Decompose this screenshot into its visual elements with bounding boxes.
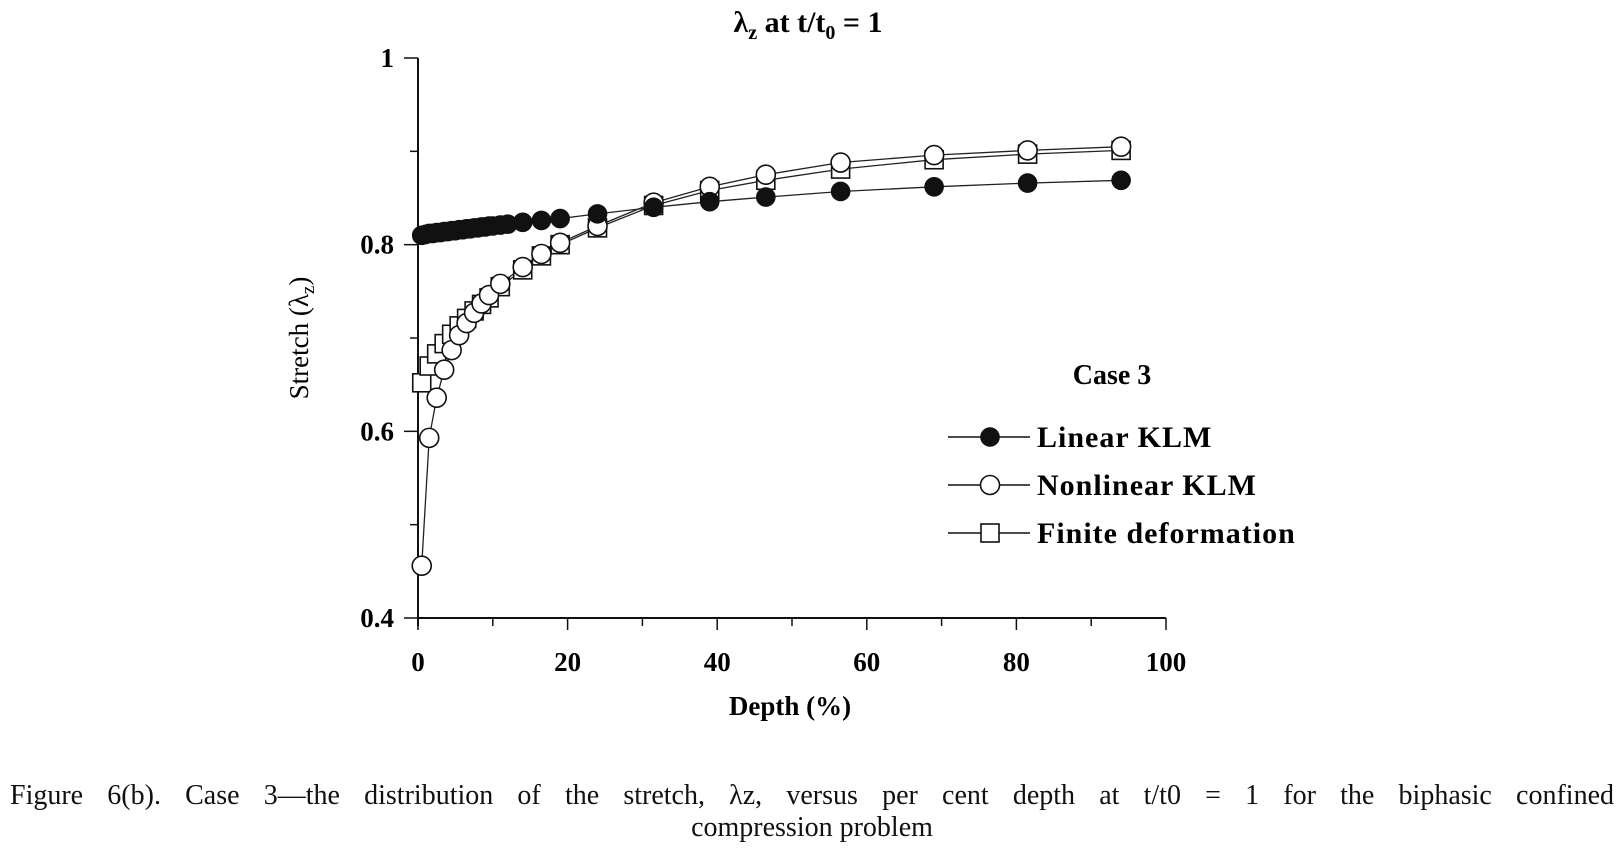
x-tick-label: 0: [411, 647, 425, 677]
series-line-nonlinear-klm: [421, 146, 1122, 566]
data-point-linear-klm: [924, 177, 944, 197]
data-point-finite-deformation: [411, 372, 432, 393]
data-point-linear-klm: [830, 181, 851, 202]
data-point-nonlinear-klm: [411, 555, 433, 577]
data-point-nonlinear-klm: [418, 427, 440, 449]
legend: Case 3 Linear KLM Nonlinear KLM Finite def…: [948, 360, 1296, 550]
data-point-linear-klm: [643, 197, 664, 218]
series-lines: [421, 146, 1122, 566]
legend-title: Case 3: [1073, 360, 1152, 391]
data-point-nonlinear-klm: [531, 243, 552, 265]
x-tick-label: 60: [853, 647, 880, 677]
data-point-nonlinear-klm: [923, 144, 945, 166]
legend-label-nonlinear-klm: Nonlinear KLM: [1037, 469, 1257, 502]
figure-caption: Figure 6(b). Case 3—the distribution of …: [0, 780, 1624, 844]
caption-line-2: compression problem: [691, 812, 933, 843]
x-ticks: 0 20 40 60 80 100: [411, 618, 1186, 677]
y-tick-label: 1: [381, 43, 395, 73]
data-point-nonlinear-klm: [830, 152, 851, 173]
legend-marker-finite-deformation: [980, 523, 1000, 543]
y-tick-label: 0.8: [360, 230, 394, 260]
x-tick-label: 80: [1003, 647, 1030, 677]
svg-text:λz at t/t0 = 1: λz at t/t0 = 1: [733, 6, 882, 44]
data-point-linear-klm: [699, 191, 720, 212]
y-tick-label: 0.4: [360, 603, 394, 633]
legend-label-linear-klm: Linear KLM: [1037, 421, 1212, 454]
data-point-nonlinear-klm: [1017, 140, 1038, 161]
chart: λz at t/t0 = 1 0 20 40 60 80 100 0.4 0.6 0.8 1 D…: [284, 6, 1296, 721]
data-point-nonlinear-klm: [1110, 136, 1132, 157]
data-point-nonlinear-klm: [433, 359, 455, 381]
data-point-linear-klm: [512, 212, 533, 233]
x-tick-label: 40: [704, 647, 731, 677]
data-point-nonlinear-klm: [489, 273, 511, 295]
data-point-linear-klm: [587, 204, 608, 224]
chart-title: λz at t/t0 = 1: [733, 6, 882, 44]
legend-marker-linear-klm: [980, 427, 1000, 447]
svg-text:Stretch (λz): Stretch (λz): [284, 277, 319, 400]
data-point-nonlinear-klm: [512, 256, 534, 278]
data-point-linear-klm: [1017, 173, 1038, 193]
x-tick-label: 20: [554, 647, 581, 677]
data-point-linear-klm: [531, 210, 552, 231]
caption-line-1: Figure 6(b). Case 3—the distribution of …: [10, 780, 1614, 811]
y-ticks: 0.4 0.6 0.8 1: [360, 43, 418, 633]
legend-marker-nonlinear-klm: [979, 474, 1001, 496]
x-tick-label: 100: [1146, 647, 1187, 677]
legend-label-finite-deformation: Finite deformation: [1037, 517, 1296, 550]
data-point-nonlinear-klm: [549, 232, 571, 254]
data-point-linear-klm: [550, 208, 570, 229]
y-tick-label: 0.6: [360, 416, 394, 446]
data-point-linear-klm: [1111, 170, 1131, 191]
data-point-nonlinear-klm: [755, 164, 777, 185]
series-markers: [411, 136, 1132, 577]
data-point-nonlinear-klm: [426, 387, 448, 409]
y-axis-label: Stretch (λz): [284, 277, 319, 400]
x-axis-label: Depth (%): [729, 691, 851, 721]
data-point-linear-klm: [756, 187, 776, 207]
